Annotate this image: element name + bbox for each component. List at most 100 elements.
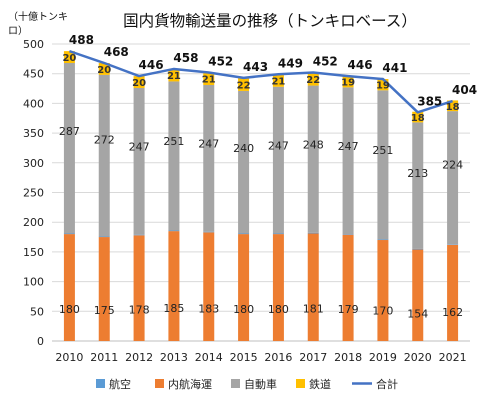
bar-segment xyxy=(447,100,459,112)
y-axis: 0 50 100 150 200 250 300 350 400 450 500 xyxy=(23,38,44,348)
data-label-truck: 224 xyxy=(442,158,463,171)
x-axis: 2010 2011 2012 2013 2014 2015 2016 2017 2018 2019… xyxy=(55,351,466,364)
legend-label: 合計 xyxy=(376,377,398,391)
bar-segment xyxy=(307,85,319,233)
legend-label: 航空 xyxy=(109,377,131,391)
bar-segment xyxy=(168,81,180,231)
x-tick-label: 2014 xyxy=(195,351,223,364)
x-tick-label: 2010 xyxy=(55,351,83,364)
bar-segment xyxy=(377,90,389,240)
data-label-rail: 19 xyxy=(376,81,390,92)
bar-segment xyxy=(133,235,145,341)
x-tick-label: 2015 xyxy=(230,351,258,364)
bar-segment xyxy=(377,240,389,341)
legend-swatch xyxy=(155,379,164,388)
bar-segment xyxy=(98,63,110,75)
y-tick-label: 250 xyxy=(23,187,44,200)
unit-label-line2: ロ） xyxy=(8,25,28,37)
bar-segment xyxy=(63,233,75,235)
bar-segment xyxy=(342,76,354,88)
data-label-rail: 19 xyxy=(341,78,355,89)
bar-segment xyxy=(377,79,389,91)
data-label-shipping: 180 xyxy=(268,303,289,316)
legend-swatch xyxy=(296,379,305,388)
total-line-path xyxy=(69,49,453,114)
bar-segment xyxy=(447,111,459,245)
y-tick-label: 500 xyxy=(23,38,44,51)
bar-segment xyxy=(238,234,250,341)
bar-segment xyxy=(203,232,215,341)
total-label: 404 xyxy=(452,83,477,97)
legend-label: 内航海運 xyxy=(168,377,212,391)
legend-label: 自動車 xyxy=(244,377,277,391)
bar-segment xyxy=(168,231,180,341)
data-label-truck: 247 xyxy=(129,141,150,154)
bar-segment xyxy=(412,249,424,341)
x-tick-label: 2011 xyxy=(90,351,118,364)
bar-segment xyxy=(203,72,215,85)
data-label-shipping: 180 xyxy=(233,303,254,316)
total-label: 452 xyxy=(313,55,338,69)
data-label-rail: 21 xyxy=(167,71,181,82)
x-tick-label: 2021 xyxy=(439,351,467,364)
bar-segment xyxy=(133,234,145,236)
bar-segment xyxy=(342,234,354,235)
bar-segment xyxy=(272,74,284,87)
bar-segment xyxy=(342,87,354,235)
data-label-truck: 272 xyxy=(94,134,115,147)
total-label: 446 xyxy=(348,58,373,72)
bar-segment xyxy=(238,233,250,235)
bar-segment xyxy=(203,231,215,233)
gridlines xyxy=(52,43,470,342)
x-tick-label: 2017 xyxy=(299,351,327,364)
total-label: 458 xyxy=(173,51,198,65)
data-label-rail: 22 xyxy=(237,80,251,91)
data-label-rail: 18 xyxy=(446,102,460,113)
data-label-rail: 22 xyxy=(306,75,320,86)
data-label-rail: 20 xyxy=(62,53,76,64)
y-tick-label: 350 xyxy=(23,127,44,140)
y-tick-label: 300 xyxy=(23,157,44,170)
data-label-rail: 21 xyxy=(271,77,285,88)
bar-segment xyxy=(203,84,215,232)
bar-segment xyxy=(342,234,354,341)
bar-segment xyxy=(238,77,250,91)
legend: 航空 内航海運 自動車 鉄道 合計 xyxy=(96,377,398,391)
total-label: 449 xyxy=(278,56,303,70)
data-label-truck: 248 xyxy=(303,139,324,152)
bar-segment xyxy=(98,236,110,238)
bar-segment xyxy=(307,232,319,234)
data-label-shipping: 175 xyxy=(94,304,115,317)
bar-segment xyxy=(272,234,284,341)
total-label: 443 xyxy=(243,60,268,74)
total-label: 468 xyxy=(104,45,129,59)
data-label-shipping: 185 xyxy=(163,302,184,315)
legend-swatch xyxy=(231,379,240,388)
legend-label: 鉄道 xyxy=(309,377,331,391)
data-label-rail: 20 xyxy=(132,78,146,89)
bar-segment xyxy=(307,233,319,341)
x-tick-label: 2012 xyxy=(125,351,153,364)
legend-swatch xyxy=(96,379,105,388)
bar-segment xyxy=(168,230,180,232)
chart-title: 国内貨物輸送量の推移（トンキロベース） xyxy=(123,12,417,30)
x-tick-label: 2016 xyxy=(264,351,292,364)
bar-segment xyxy=(447,244,459,341)
data-label-truck: 247 xyxy=(268,139,289,152)
y-tick-label: 400 xyxy=(23,97,44,110)
data-label-truck: 287 xyxy=(59,125,80,138)
data-label-truck: 247 xyxy=(338,140,359,153)
bar-segment xyxy=(412,248,424,250)
bar-segment xyxy=(412,111,424,123)
data-label-truck: 247 xyxy=(198,138,219,151)
bar-segment xyxy=(98,74,110,237)
bar-segment xyxy=(238,90,250,234)
data-label-shipping: 180 xyxy=(59,303,80,316)
y-tick-label: 450 xyxy=(23,68,44,81)
data-label-shipping: 154 xyxy=(407,308,428,321)
y-tick-label: 100 xyxy=(23,276,44,289)
bar-segment xyxy=(307,72,319,86)
data-label-truck: 240 xyxy=(233,142,254,155)
y-tick-label: 0 xyxy=(37,335,44,348)
bar-segment xyxy=(63,234,75,341)
